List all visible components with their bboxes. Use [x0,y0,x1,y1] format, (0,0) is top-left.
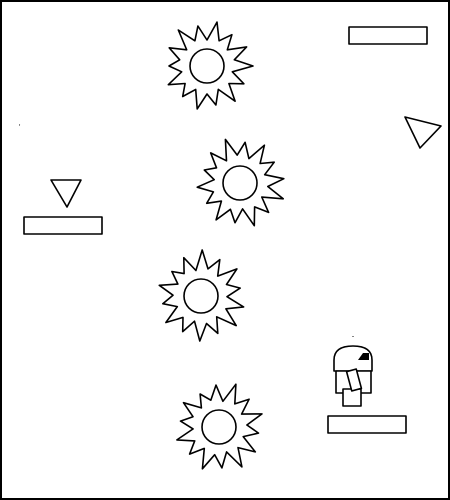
sun-burst-icon [176,383,263,470]
sun-burst-icon [196,138,285,227]
sun-burst-icon [158,249,245,342]
burst-group [158,21,285,470]
label-box-top-right [348,26,428,45]
robot-device-icon [333,345,373,407]
label-box-left [23,216,103,235]
sun-burst-icon [167,21,254,110]
curved-arrow-down-icon [19,122,82,208]
label-box-bottom-right [327,415,407,434]
curved-arrow-up-right-icon [350,116,442,337]
